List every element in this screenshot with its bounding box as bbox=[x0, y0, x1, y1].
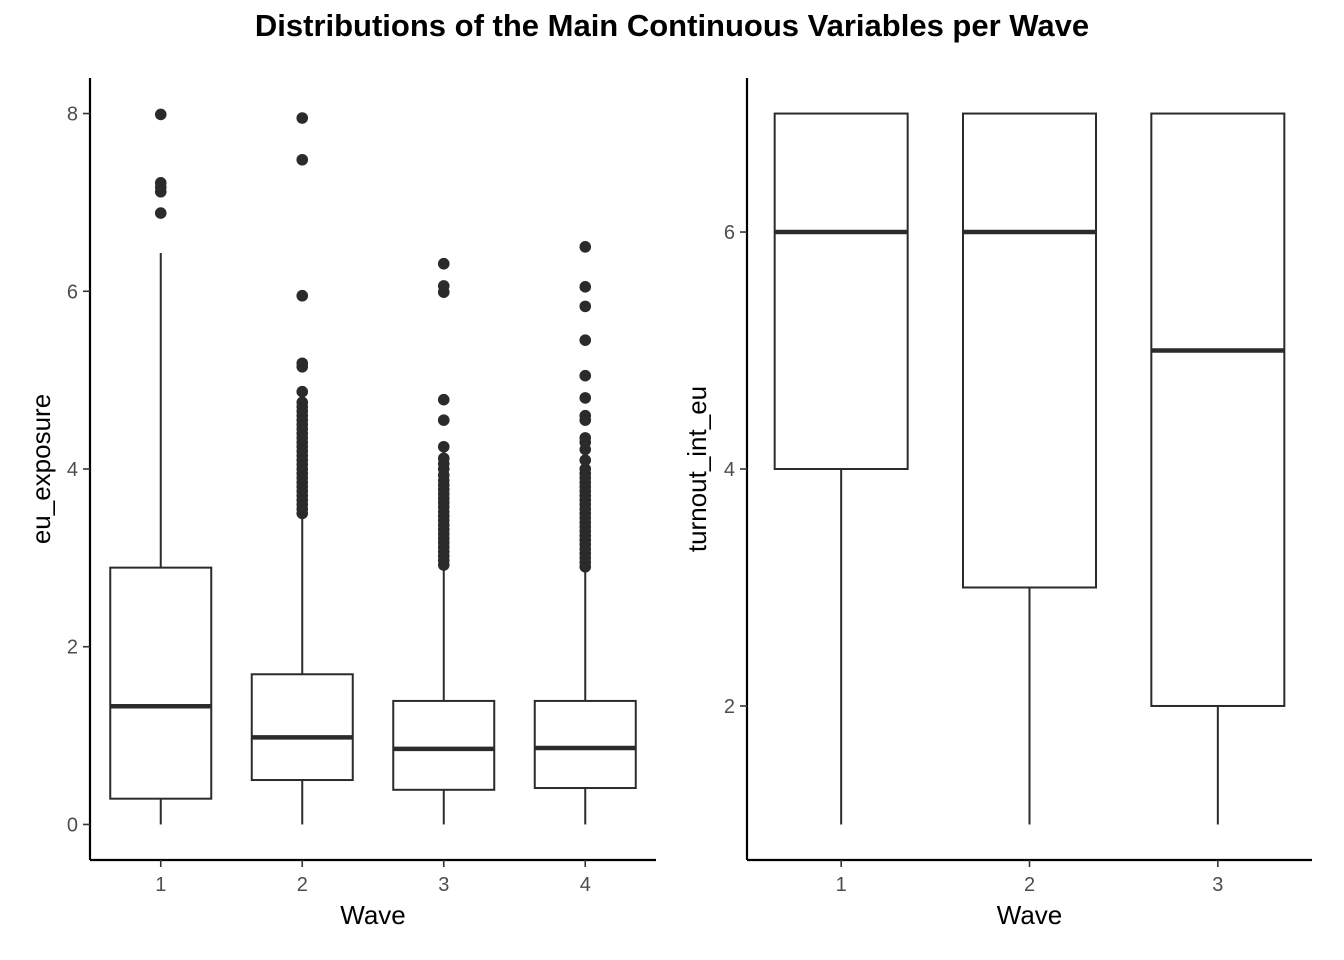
outlier-point bbox=[437, 257, 450, 270]
outlier-point bbox=[579, 334, 592, 346]
outlier-point bbox=[579, 241, 592, 253]
page-title: Distributions of the Main Continuous Var… bbox=[254, 8, 1090, 43]
panel-eu-exposure: 0 2 4 6 8 1 2 3 4 Wave eu_exposure bbox=[26, 78, 656, 930]
x-tick-label: 1 bbox=[836, 874, 847, 896]
y-tick-label: 6 bbox=[67, 281, 78, 303]
x-tick-label: 3 bbox=[1212, 874, 1223, 896]
outlier-point bbox=[437, 452, 450, 465]
outlier-point bbox=[579, 409, 592, 422]
box-iqr bbox=[392, 699, 496, 791]
box-iqr bbox=[250, 673, 354, 782]
outlier-point bbox=[296, 153, 309, 166]
outlier-point bbox=[154, 108, 167, 121]
x-tick-label: 1 bbox=[155, 874, 166, 896]
box-iqr bbox=[109, 566, 213, 800]
y-tick-label: 8 bbox=[67, 104, 78, 126]
x-axis-title: Wave bbox=[997, 900, 1063, 930]
y-axis-title: eu_exposure bbox=[26, 394, 56, 544]
outlier-point bbox=[296, 396, 309, 409]
y-tick-label: 4 bbox=[724, 459, 735, 481]
y-tick-label: 0 bbox=[67, 814, 78, 836]
x-axis-title: Wave bbox=[340, 900, 406, 930]
box-iqr bbox=[533, 699, 637, 790]
outlier-point bbox=[154, 177, 167, 189]
outlier-point bbox=[579, 463, 592, 475]
x-tick-label: 3 bbox=[438, 874, 449, 896]
y-tick-label: 4 bbox=[67, 459, 78, 481]
box-iqr bbox=[962, 112, 1097, 589]
outlier-point bbox=[154, 207, 167, 219]
y-tick-label: 6 bbox=[724, 222, 735, 244]
outlier-point bbox=[579, 454, 592, 466]
box-iqr bbox=[1150, 112, 1286, 707]
outlier-point bbox=[579, 392, 592, 404]
outlier-point bbox=[437, 440, 450, 453]
panel-turnout-int-eu: 2 4 6 1 2 3 Wave turnout_int_eu bbox=[682, 78, 1312, 930]
outlier-point bbox=[296, 385, 309, 398]
outlier-point bbox=[296, 112, 309, 124]
outlier-point bbox=[579, 369, 592, 382]
outlier-point bbox=[579, 300, 592, 313]
y-tick-label: 2 bbox=[67, 637, 78, 659]
x-tick-label: 2 bbox=[297, 874, 308, 896]
outlier-point bbox=[437, 414, 450, 426]
x-tick-label: 2 bbox=[1024, 874, 1035, 896]
outlier-point bbox=[579, 281, 592, 293]
outlier-point bbox=[579, 432, 592, 444]
x-tick-label: 4 bbox=[580, 874, 591, 896]
y-axis-title: turnout_int_eu bbox=[682, 386, 712, 552]
outlier-point bbox=[437, 280, 450, 292]
outlier-point bbox=[296, 289, 309, 302]
outlier-point bbox=[296, 357, 309, 370]
outlier-point bbox=[437, 393, 450, 406]
box-iqr bbox=[773, 112, 909, 471]
y-tick-label: 2 bbox=[724, 696, 735, 718]
